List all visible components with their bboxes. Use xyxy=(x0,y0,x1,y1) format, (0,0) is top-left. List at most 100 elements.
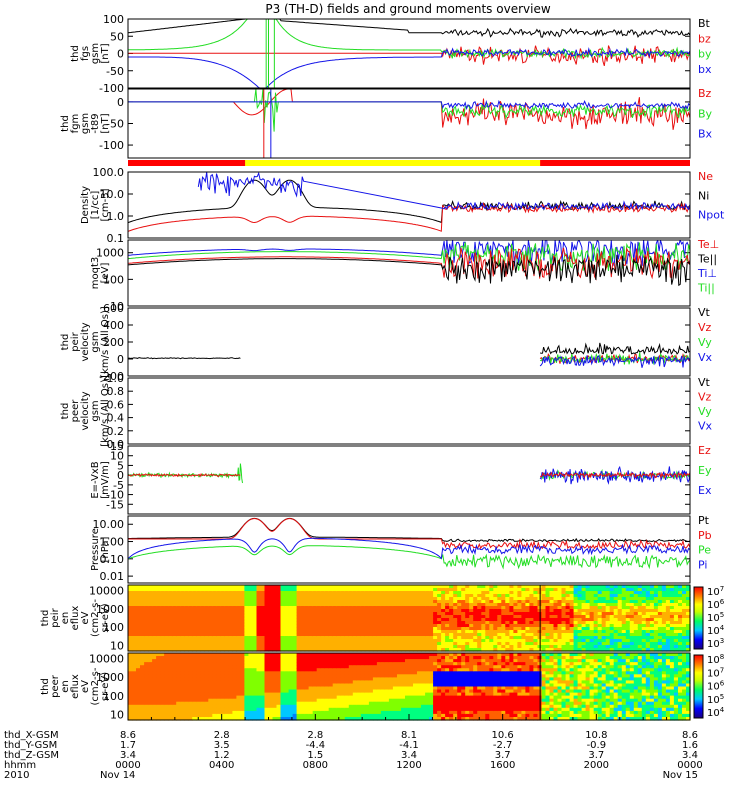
y-tick-label: 1000 xyxy=(96,603,124,616)
chart-title: P3 (TH-D) fields and ground moments over… xyxy=(265,2,550,16)
colorbar-tick-label: 108 xyxy=(707,653,724,666)
y-tick-label: 0.01 xyxy=(100,570,125,583)
y-tick-label: 1.0 xyxy=(107,210,125,223)
y-tick-label: 10 xyxy=(110,639,124,652)
panel-density: 100.0 10.0 1.0 0.1 Density [1/cc] [cm-3] Ne Ni Np… xyxy=(80,166,725,245)
x-tick-label: 10.8 xyxy=(585,730,607,741)
panel-frame xyxy=(127,445,691,515)
y-axis-label: gsm xyxy=(80,113,91,134)
x-tick-label: 3.7 xyxy=(588,750,604,761)
y-axis-label: fgs xyxy=(80,46,91,61)
legend-ti⊥: Ti⊥ xyxy=(697,267,717,280)
panel-ion_spec: 10000 1000 100 10 thd peir en eflux eV (cm2-s-sr-… xyxy=(40,584,725,652)
y-tick-label: 0.1 xyxy=(107,232,125,245)
series-ey xyxy=(128,463,243,484)
series-vx xyxy=(539,354,690,368)
legend-pb: Pb xyxy=(698,529,712,542)
series-pe xyxy=(128,545,690,570)
x-tick-label: 2000 xyxy=(584,760,609,771)
y-tick-label: 0.6 xyxy=(107,398,125,411)
x-tick-label: 8.6 xyxy=(120,730,136,741)
legend-te⊥: Te⊥ xyxy=(697,238,719,251)
x-row-label: thd_Z-GSM xyxy=(4,750,59,761)
y-axis-label: eV xyxy=(80,611,91,624)
y-tick-label: 1.0 xyxy=(107,372,125,385)
y-axis-label: sr-eV) xyxy=(100,603,111,632)
x-tick-label: 2.8 xyxy=(307,730,323,741)
series-npot xyxy=(197,172,690,211)
x-tick-label: 0400 xyxy=(209,760,234,771)
legend-vz: Vz xyxy=(698,391,712,404)
legend-vy: Vy xyxy=(698,405,712,418)
y-tick-label: 0 xyxy=(117,48,124,61)
x-tick-label: 3.5 xyxy=(214,740,230,751)
panel-frame xyxy=(127,584,691,652)
y-tick-label: 600 xyxy=(103,302,124,315)
legend-bt: Bt xyxy=(698,17,711,30)
y-tick-label: 15 xyxy=(110,440,124,453)
legend-te||: Te|| xyxy=(697,253,717,266)
y-axis-label: [nPa] xyxy=(100,536,111,562)
series-group xyxy=(128,172,690,232)
series-bt xyxy=(128,19,690,39)
y-tick-label: 200 xyxy=(103,336,124,349)
legend-pt: Pt xyxy=(698,514,710,527)
series-bz xyxy=(128,45,690,67)
colorbar-tick-label: 105 xyxy=(707,693,724,706)
series-ne xyxy=(128,202,690,232)
colorbar-tick-label: 107 xyxy=(707,585,724,598)
y-tick-label: -10 xyxy=(106,489,124,502)
y-axis-label: fgm xyxy=(70,114,81,134)
y-axis-label: en xyxy=(60,680,71,693)
y-tick-label: -50 xyxy=(106,65,124,78)
y-tick-label: -5 xyxy=(113,479,124,492)
y-tick-label: 100.0 xyxy=(93,166,125,179)
y-tick-label: 5 xyxy=(117,459,124,472)
y-axis-label: (cm2-s- xyxy=(90,599,101,637)
heatmap-cells xyxy=(128,653,691,721)
y-axis-label: [km/s (All Qs)] xyxy=(100,306,111,378)
x-tick-label: 1.2 xyxy=(214,750,230,761)
series-pi xyxy=(128,537,690,560)
x-tick-label: 3.7 xyxy=(495,750,511,761)
y-axis-label: gsm xyxy=(90,43,101,64)
x-row-label: thd_X-GSM xyxy=(4,730,59,741)
y-tick-label: 0.8 xyxy=(107,385,125,398)
legend-ti||: Ti|| xyxy=(697,282,715,295)
x-row-label: thd_Y-GSM xyxy=(4,740,57,751)
series-ez-late xyxy=(539,471,690,480)
y-tick-label: 10000 xyxy=(89,585,124,598)
series-vt xyxy=(128,357,241,360)
x-tick-label: 0000 xyxy=(677,760,702,771)
x-tick-label: 0000 xyxy=(115,760,140,771)
legend-bx: Bx xyxy=(698,128,713,141)
y-tick-label: -100 xyxy=(99,82,124,95)
y-tick-label: 0 xyxy=(117,96,124,109)
y-axis-label: thd xyxy=(40,610,51,627)
legend-npot: Npot xyxy=(698,209,725,222)
series-group xyxy=(128,342,690,368)
y-tick-label: 0.4 xyxy=(107,412,125,425)
y-tick-label: 1.00 xyxy=(100,536,125,549)
x-tick-label: 1.6 xyxy=(682,740,698,751)
legend-pe: Pe xyxy=(698,544,711,557)
y-tick-label: 100 xyxy=(103,273,124,286)
panel-frame xyxy=(127,239,691,307)
x-row-label: 2010 xyxy=(4,770,29,781)
x-tick-label: 10.6 xyxy=(492,730,514,741)
legend-ni: Ni xyxy=(698,189,709,202)
y-axis-label: peer xyxy=(50,674,61,698)
panel-frame xyxy=(127,377,691,445)
panel-frame xyxy=(127,88,691,159)
x-tick-label: -4.4 xyxy=(306,740,326,751)
y-tick-label: 0.2 xyxy=(107,425,125,438)
x-row-label: hhmm xyxy=(4,760,36,771)
x-tick-label: Nov 14 xyxy=(100,770,135,781)
y-axis-label: E=-VxB xyxy=(90,461,101,498)
series-vt-late xyxy=(539,342,690,355)
legend-vx: Vx xyxy=(698,351,713,364)
